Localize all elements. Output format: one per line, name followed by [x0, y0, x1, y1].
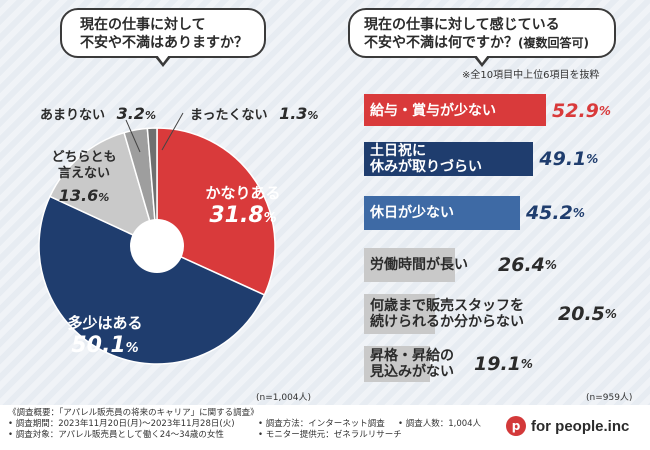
bar	[364, 94, 546, 126]
bar-note: ※全10項目中上位6項目を抜粋	[462, 70, 600, 81]
bar-value-label: 26.4%	[498, 254, 557, 276]
slice-label-tasho-value: 50.1%	[71, 333, 139, 358]
slice-label-kanari: かなりある 31.8%	[198, 182, 288, 228]
pie-slice-tasho	[38, 195, 266, 365]
bar	[364, 346, 430, 382]
logo-text: for people.inc	[531, 417, 630, 435]
bar-title-tail	[474, 55, 490, 67]
slice-label-mattaku-value: 1.3%	[279, 104, 319, 123]
bar-label: 何歳まで販売スタッフを 続けられるか分からない	[370, 298, 524, 330]
company-logo: p for people.inc	[506, 416, 629, 436]
bar-value-label: 45.2%	[525, 202, 585, 224]
pie-n-label: (n=1,004人)	[256, 393, 312, 403]
leader-line-never	[161, 112, 184, 151]
slice-label-dochira-name: どちらとも 言えない	[51, 150, 117, 181]
bar-label: 休日が少ない	[370, 205, 454, 221]
bar-row: 昇格・昇給の 見込みがない 19.1%	[364, 346, 634, 382]
bar-row: 土日祝に 休みが取りづらい 49.1%	[364, 142, 634, 176]
bar-value-label: 49.1%	[539, 148, 599, 170]
footer-line-method: • 調査方法：インターネット調査	[258, 419, 385, 429]
bar-row: 何歳まで販売スタッフを 続けられるか分からない 20.5%	[364, 294, 634, 334]
slice-label-tasho: 多少はある 50.1%	[50, 312, 160, 358]
slice-label-amari-value: 3.2%	[116, 104, 156, 123]
bar-label: 給与・賞与が少ない	[370, 103, 496, 119]
pie-slice-kanari	[156, 127, 276, 296]
slice-label-dochira: どちらとも 言えない 13.6%	[36, 150, 132, 205]
bar	[364, 142, 534, 176]
bar	[364, 248, 456, 282]
bar	[364, 196, 520, 230]
bar-value-label: 19.1%	[474, 353, 533, 375]
survey-footer: 《調査概要：「アパレル販売員の将来のキャリア」に関する調査》 • 調査期間：20…	[8, 408, 481, 441]
pie-title-box: 現在の仕事に対して 不安や不満はありますか？	[60, 8, 266, 58]
pie-slice-mattaku	[146, 127, 158, 247]
bar-label: 昇格・昇給の 見込みがない	[370, 348, 454, 380]
bar-title: 現在の仕事に対して感じている 不安や不満は何ですか？	[364, 17, 560, 51]
slice-label-mattaku-name: まったくない	[190, 108, 268, 123]
bar-value-label: 20.5%	[558, 303, 617, 325]
bar-value-label: 52.9%	[552, 100, 611, 122]
bar-row: 労働時間が長い 26.4%	[364, 248, 634, 282]
slice-label-amari-name: あまりない	[40, 108, 106, 123]
pie-title-tail	[155, 55, 171, 67]
pie-title: 現在の仕事に対して 不安や不満はありますか？	[80, 17, 248, 51]
slice-label-kanari-name: かなりある	[205, 184, 281, 202]
leader-line-rarely	[125, 119, 141, 153]
bar	[364, 294, 435, 334]
footer-band	[0, 405, 650, 450]
footer-line-count: • 調査人数：1,004人	[398, 419, 482, 429]
bar-n-label: (n=959人)	[586, 393, 633, 403]
slice-label-amari: あまりない 3.2%	[40, 104, 156, 123]
bar-row: 休日が少ない 45.2%	[364, 196, 634, 230]
pie-center-hole	[130, 219, 184, 273]
pie-slice-dochira	[48, 131, 159, 248]
bar-label: 労働時間が長い	[370, 257, 468, 273]
slice-label-mattaku: まったくない 1.3%	[190, 104, 318, 123]
slice-label-dochira-value: 13.6%	[58, 186, 110, 205]
footer-line-period: • 調査期間：2023年11月20日(月)～2023年11月28日(火)	[8, 419, 235, 429]
slice-label-tasho-name: 多少はある	[67, 314, 143, 332]
footer-line-provider: • モニター提供元：ゼネラルリサーチ	[258, 430, 402, 440]
footer-line-overview: 《調査概要：「アパレル販売員の将来のキャリア」に関する調査》	[8, 408, 259, 418]
bar-row: 給与・賞与が少ない 52.9%	[364, 94, 634, 128]
footer-line-target: • 調査対象：アパレル販売員として働く24～34歳の女性	[8, 430, 224, 440]
pie-chart	[38, 112, 276, 365]
bar-label: 土日祝に 休みが取りづらい	[370, 143, 482, 175]
logo-mark-icon: p	[506, 416, 526, 436]
bar-title-suffix: (複数回答可)	[518, 36, 589, 50]
slice-label-kanari-value: 31.8%	[209, 203, 277, 228]
